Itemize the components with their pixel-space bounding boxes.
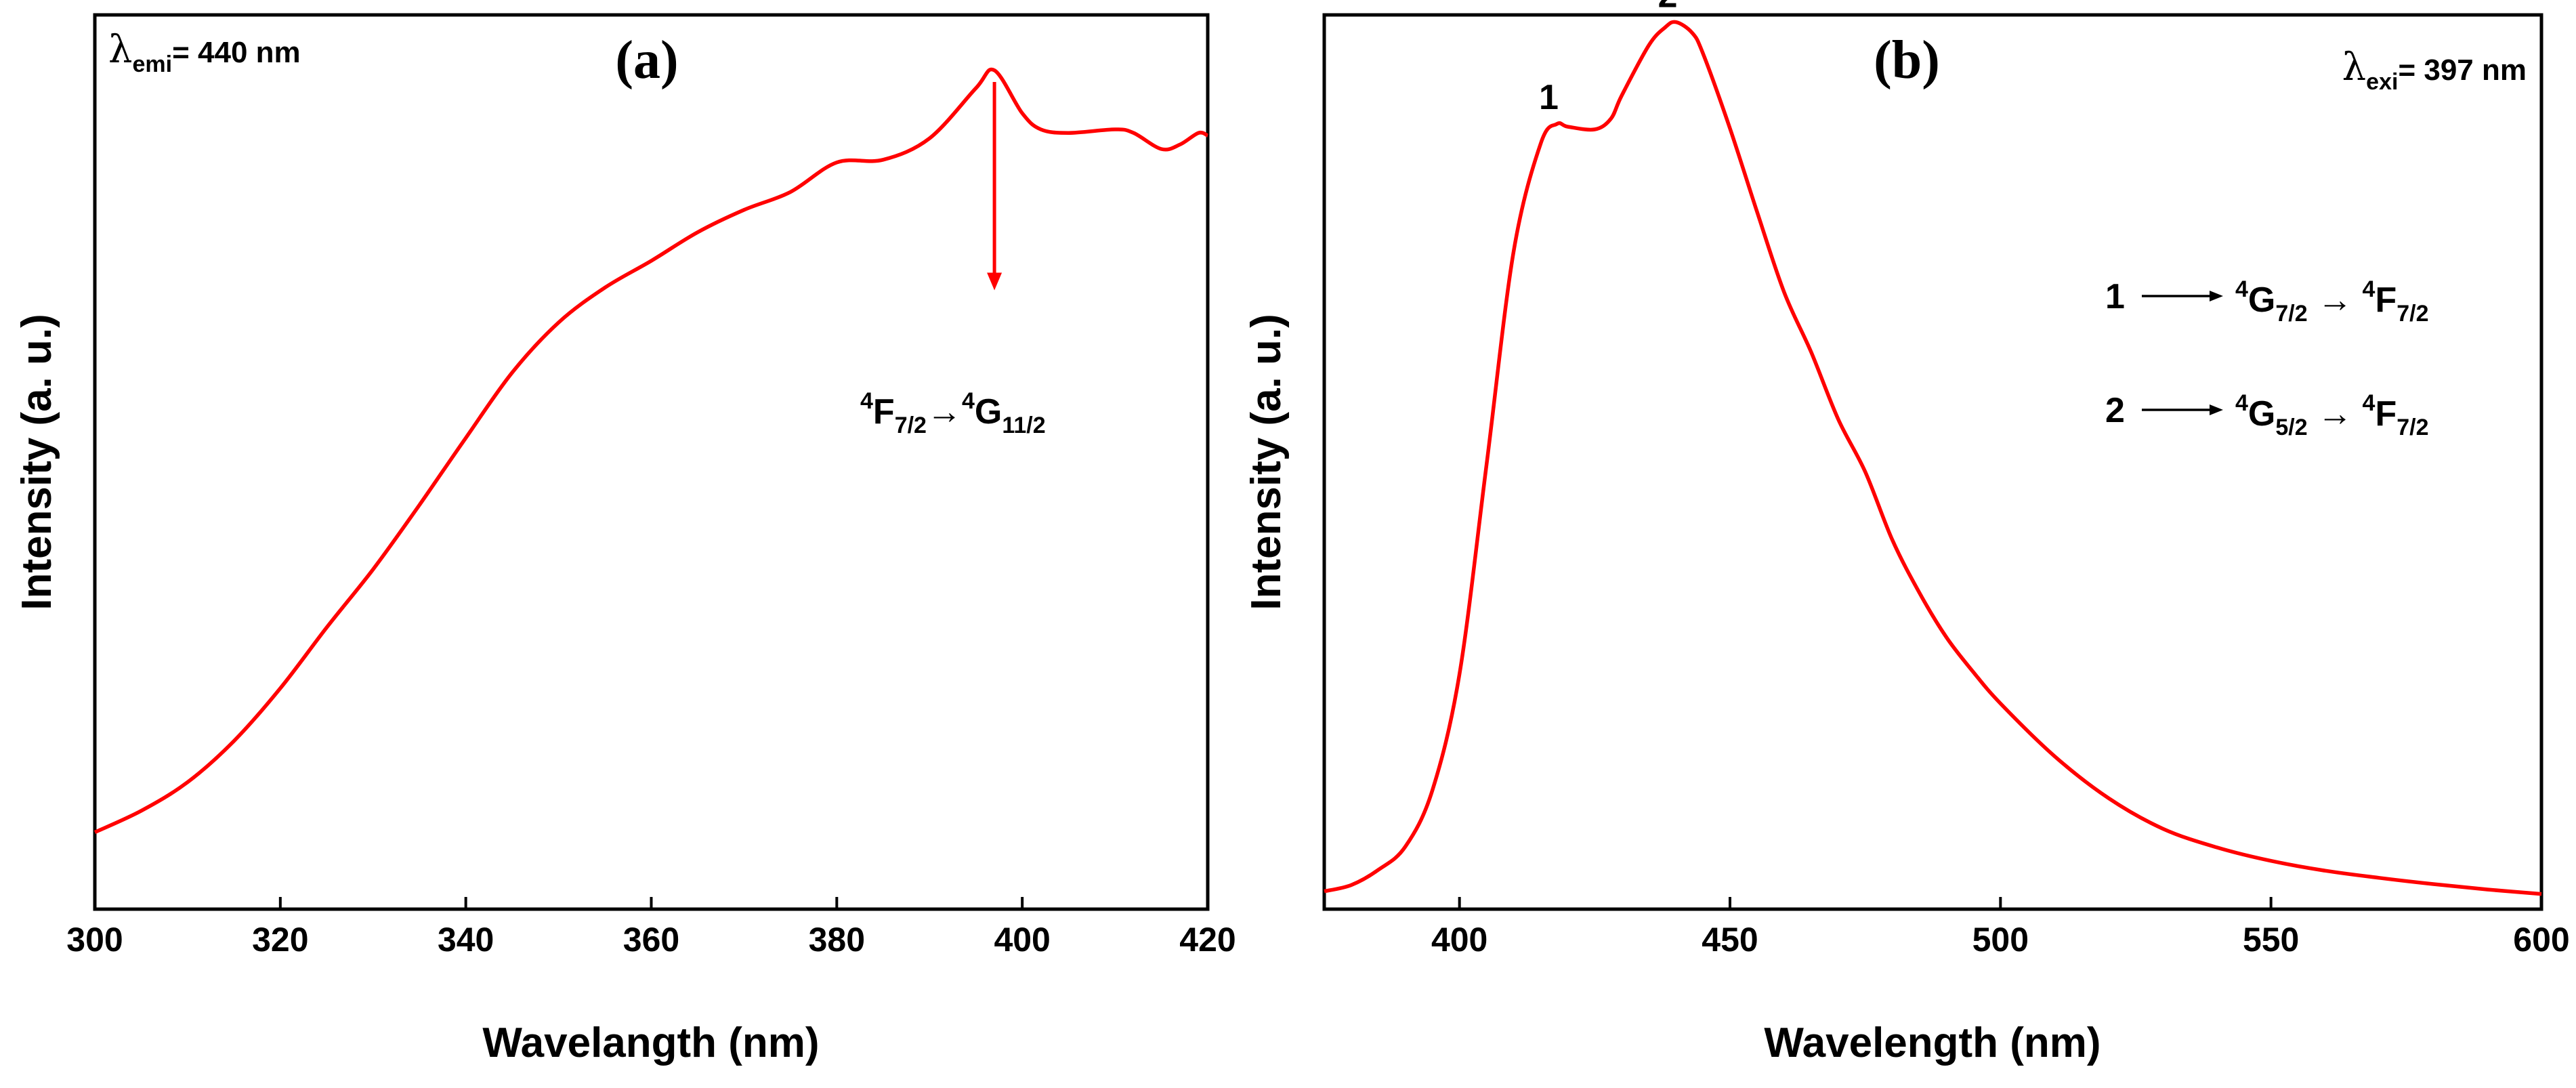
panel-b-x-ticks: 400 450 500 550 600	[1431, 897, 2570, 959]
panel-b-x-tick-label-450: 450	[1702, 921, 1758, 959]
panel-a-x-ticks: 300 320 340 360 380 400 420	[66, 897, 1236, 959]
panel-a-y-axis-label: Intensity (a. u.)	[14, 314, 60, 610]
panel-b-x-tick-label-500: 500	[1972, 921, 2029, 959]
panel-a-plot-frame	[93, 13, 1210, 911]
panel-b-x-tick-label-400: 400	[1431, 921, 1487, 959]
panel-a-x-tick-label-340: 340	[438, 921, 494, 959]
panel-a-label: (a)	[615, 30, 678, 90]
panel-b-x-tick-label-600: 600	[2513, 921, 2569, 959]
panel-b-peak-1-label: 1	[1539, 78, 1559, 117]
panel-a-x-tick-label-420: 420	[1179, 921, 1236, 959]
panel-b-y-axis-label: Intensity (a. u.)	[1243, 314, 1290, 610]
panel-b-legend-1-transition: 4G7/2 → 4F7/2	[2235, 276, 2429, 327]
panel-a-x-tick-label-320: 320	[252, 921, 308, 959]
panel-a-excitation-spectrum: 300 320 340 360 380 400 420 (a) λemi= 440 nm 4…	[14, 13, 1236, 1066]
panel-b-plot-frame	[1322, 13, 2543, 911]
panel-b-peak-2-label: 2	[1658, 0, 1678, 16]
panel-a-x-tick-label-300: 300	[66, 921, 123, 959]
panel-b-legend-2-arrowhead	[2210, 404, 2223, 415]
panel-a-excitation-curve	[93, 67, 1209, 834]
panel-b-legend-2-transition: 4G5/2 → 4F7/2	[2235, 390, 2429, 440]
panel-b-emission-curve	[1324, 20, 2542, 896]
panel-a-emission-condition: λemi= 440 nm	[108, 28, 301, 77]
panel-a-x-tick-label-380: 380	[809, 921, 865, 959]
panel-b-label: (b)	[1874, 30, 1940, 90]
panel-a-x-axis-label: Wavelangth (nm)	[482, 1020, 819, 1066]
panel-b-legend-row-1: 1 4G7/2 → 4F7/2	[2105, 276, 2429, 327]
panel-a-x-tick-label-400: 400	[994, 921, 1050, 959]
panel-b-x-axis-label: Wavelength (nm)	[1764, 1020, 2100, 1066]
panel-a-x-tick-label-360: 360	[623, 921, 679, 959]
panel-b-legend-1-arrowhead	[2210, 291, 2223, 301]
panel-b-excitation-condition: λexi= 397 nm	[2342, 45, 2527, 95]
panel-a-transition-label: 4F7/2→4G11/2	[860, 388, 1046, 438]
panel-b-x-tick-label-550: 550	[2243, 921, 2299, 959]
panel-b-emission-spectrum: 400 450 500 550 600 (b) λexi= 397 nm 1 2 1 4…	[1243, 0, 2570, 1066]
panel-b-legend-row-2: 2 4G5/2 → 4F7/2	[2105, 390, 2429, 440]
panel-a-transition-arrowhead	[987, 272, 1002, 291]
panel-b-legend-1-number: 1	[2105, 277, 2125, 316]
panel-b-legend-2-number: 2	[2105, 391, 2125, 430]
